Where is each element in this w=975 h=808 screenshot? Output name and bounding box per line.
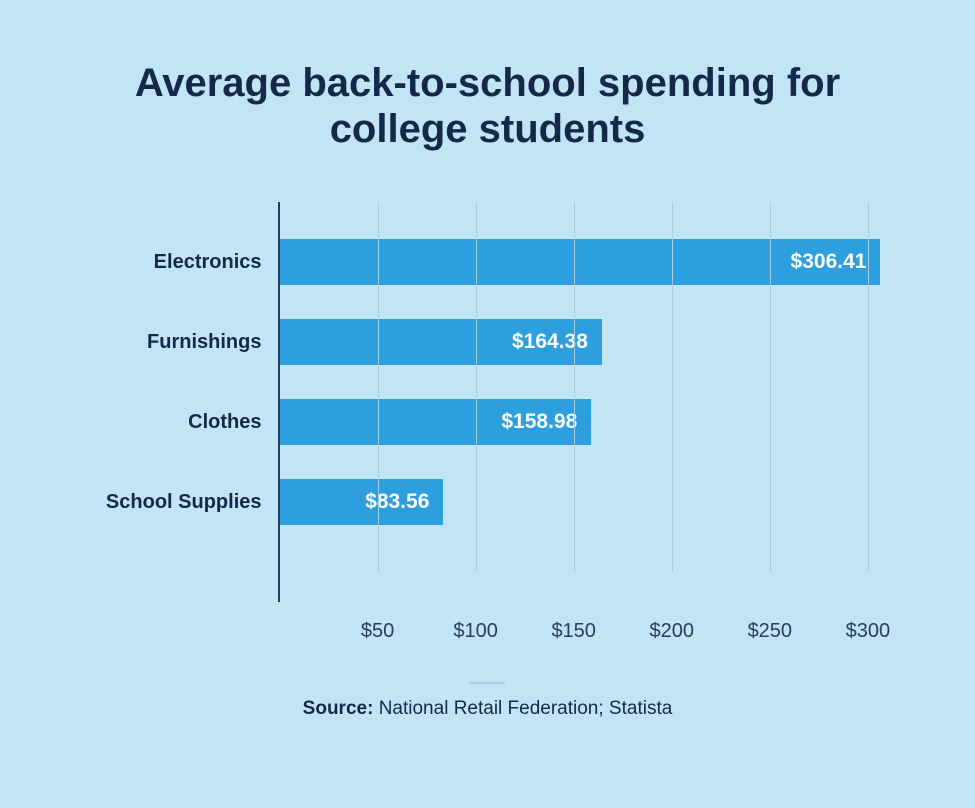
plot-area: $306.41$164.38$158.98$83.56 $50$100$150$… — [278, 202, 888, 602]
source-line: Source: National Retail Federation; Stat… — [303, 682, 673, 720]
chart-title: Average back-to-school spending for coll… — [70, 60, 905, 152]
gridline — [672, 202, 673, 572]
source-divider — [469, 682, 505, 684]
gridline — [770, 202, 771, 572]
gridline — [868, 202, 869, 572]
bar-row: $306.41 — [280, 222, 888, 302]
source-text: National Retail Federation; Statista — [373, 698, 672, 719]
x-tick-label: $150 — [551, 620, 596, 643]
category-labels: ElectronicsFurnishingsClothesSchool Supp… — [88, 202, 278, 602]
category-label: Furnishings — [88, 302, 278, 382]
gridline — [476, 202, 477, 572]
bars-container: $306.41 $164.38 $158.98 $83.56 — [280, 222, 888, 542]
chart: ElectronicsFurnishingsClothesSchool Supp… — [88, 202, 888, 602]
x-tick-label: $300 — [846, 620, 891, 643]
bar: $158.98 — [280, 399, 592, 445]
chart-panel: Average back-to-school spending for coll… — [0, 0, 975, 808]
source-label: Source: — [303, 698, 374, 719]
x-tick-label: $250 — [748, 620, 793, 643]
gridline — [378, 202, 379, 572]
x-tick-label: $100 — [453, 620, 498, 643]
bar: $83.56 — [280, 479, 444, 525]
bar-row: $158.98 — [280, 382, 888, 462]
gridline — [574, 202, 575, 572]
category-label: Electronics — [88, 222, 278, 302]
x-tick-label: $50 — [361, 620, 394, 643]
bar-row: $164.38 — [280, 302, 888, 382]
category-label: School Supplies — [88, 462, 278, 542]
bar: $164.38 — [280, 319, 602, 365]
x-tick-label: $200 — [650, 620, 695, 643]
category-label: Clothes — [88, 382, 278, 462]
bar-row: $83.56 — [280, 462, 888, 542]
bar: $306.41 — [280, 239, 881, 285]
